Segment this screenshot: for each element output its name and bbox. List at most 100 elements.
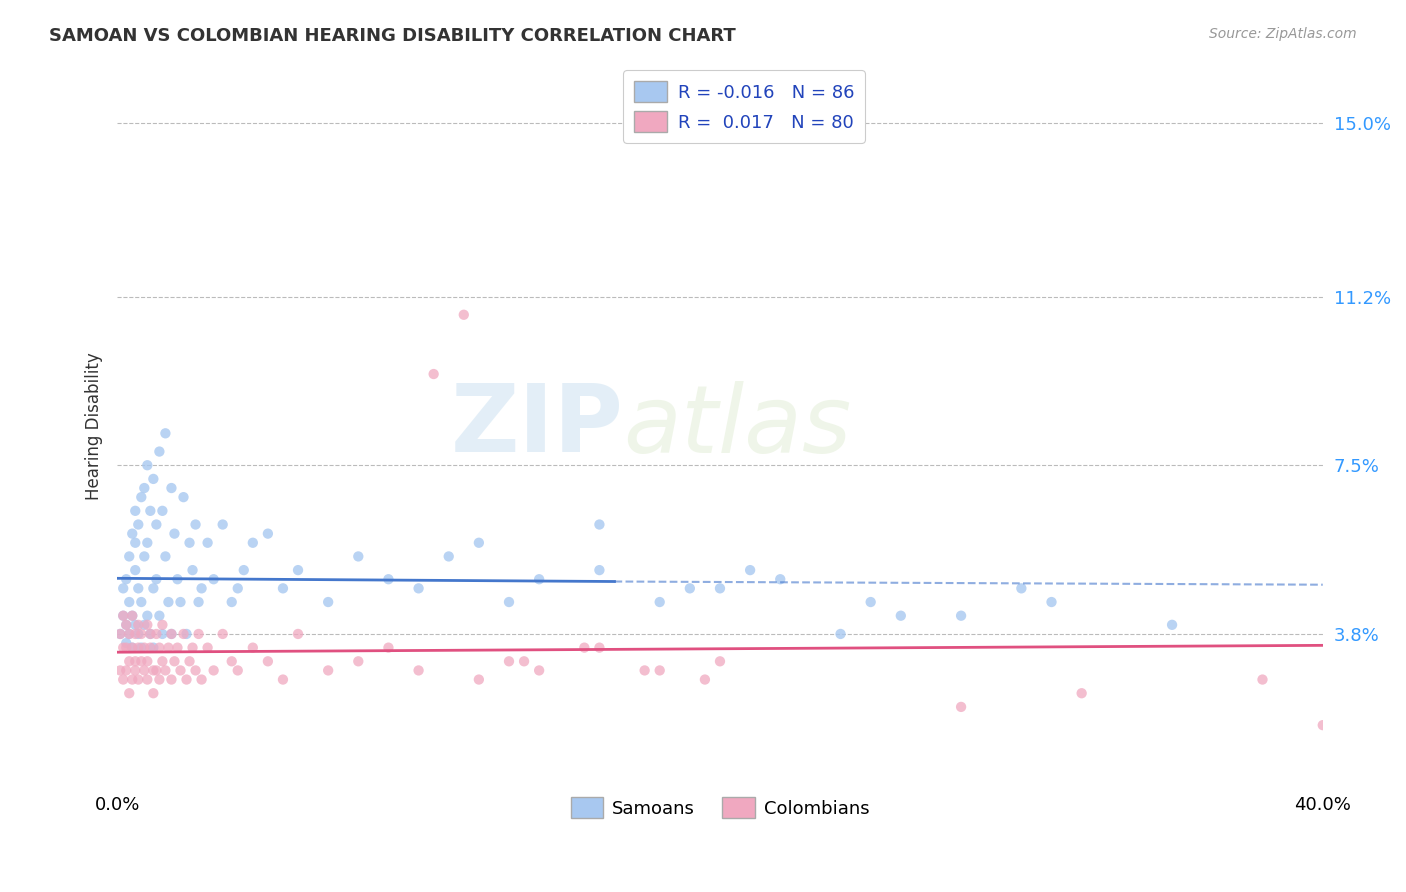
Point bbox=[142, 472, 165, 486]
Point bbox=[242, 640, 264, 655]
Point bbox=[139, 627, 162, 641]
Point bbox=[211, 517, 233, 532]
Point bbox=[115, 617, 138, 632]
Point bbox=[316, 595, 339, 609]
Point bbox=[202, 572, 225, 586]
Point bbox=[197, 640, 219, 655]
Point bbox=[1161, 617, 1184, 632]
Point bbox=[129, 654, 152, 668]
Point bbox=[124, 504, 146, 518]
Point bbox=[271, 673, 294, 687]
Point bbox=[1070, 686, 1092, 700]
Point bbox=[1010, 582, 1032, 596]
Point bbox=[155, 664, 177, 678]
Point bbox=[145, 517, 167, 532]
Point bbox=[145, 627, 167, 641]
Point bbox=[124, 617, 146, 632]
Point bbox=[121, 673, 143, 687]
Point bbox=[160, 673, 183, 687]
Point bbox=[112, 608, 135, 623]
Point bbox=[152, 627, 174, 641]
Point bbox=[129, 627, 152, 641]
Point bbox=[950, 608, 973, 623]
Point bbox=[145, 664, 167, 678]
Point bbox=[136, 673, 159, 687]
Point bbox=[127, 640, 149, 655]
Point bbox=[152, 504, 174, 518]
Point bbox=[271, 582, 294, 596]
Point bbox=[160, 627, 183, 641]
Point bbox=[115, 572, 138, 586]
Point bbox=[152, 654, 174, 668]
Point bbox=[179, 535, 201, 549]
Point bbox=[498, 654, 520, 668]
Point bbox=[157, 595, 180, 609]
Point bbox=[163, 526, 186, 541]
Point bbox=[709, 582, 731, 596]
Point bbox=[574, 640, 596, 655]
Point bbox=[190, 673, 212, 687]
Point bbox=[155, 549, 177, 564]
Point bbox=[163, 654, 186, 668]
Point bbox=[136, 458, 159, 473]
Point bbox=[118, 627, 141, 641]
Point bbox=[124, 664, 146, 678]
Text: Source: ZipAtlas.com: Source: ZipAtlas.com bbox=[1209, 27, 1357, 41]
Point bbox=[169, 664, 191, 678]
Point bbox=[527, 572, 550, 586]
Point bbox=[347, 654, 370, 668]
Point bbox=[136, 608, 159, 623]
Point bbox=[890, 608, 912, 623]
Point bbox=[139, 504, 162, 518]
Point bbox=[121, 608, 143, 623]
Point bbox=[287, 563, 309, 577]
Point bbox=[129, 640, 152, 655]
Point bbox=[134, 664, 156, 678]
Point bbox=[169, 595, 191, 609]
Point bbox=[408, 664, 430, 678]
Point bbox=[513, 654, 536, 668]
Point bbox=[134, 617, 156, 632]
Point bbox=[152, 617, 174, 632]
Point bbox=[859, 595, 882, 609]
Point bbox=[129, 490, 152, 504]
Point bbox=[1251, 673, 1274, 687]
Point bbox=[830, 627, 852, 641]
Point bbox=[221, 595, 243, 609]
Point bbox=[124, 563, 146, 577]
Legend: Samoans, Colombians: Samoans, Colombians bbox=[564, 790, 876, 825]
Text: atlas: atlas bbox=[623, 381, 852, 472]
Point bbox=[121, 608, 143, 623]
Point bbox=[173, 490, 195, 504]
Point bbox=[181, 563, 204, 577]
Point bbox=[468, 535, 491, 549]
Point bbox=[134, 640, 156, 655]
Point bbox=[633, 664, 655, 678]
Point bbox=[118, 627, 141, 641]
Point bbox=[211, 627, 233, 641]
Point bbox=[347, 549, 370, 564]
Point bbox=[148, 640, 170, 655]
Point bbox=[166, 640, 188, 655]
Point bbox=[112, 673, 135, 687]
Point bbox=[124, 654, 146, 668]
Point bbox=[242, 535, 264, 549]
Point bbox=[142, 686, 165, 700]
Point bbox=[112, 608, 135, 623]
Point bbox=[588, 563, 610, 577]
Point bbox=[316, 664, 339, 678]
Point bbox=[134, 481, 156, 495]
Point bbox=[108, 627, 131, 641]
Text: ZIP: ZIP bbox=[451, 381, 623, 473]
Point bbox=[709, 654, 731, 668]
Point bbox=[468, 673, 491, 687]
Point bbox=[257, 654, 280, 668]
Point bbox=[679, 582, 702, 596]
Point bbox=[160, 627, 183, 641]
Point bbox=[437, 549, 460, 564]
Point bbox=[257, 526, 280, 541]
Point bbox=[115, 617, 138, 632]
Point bbox=[127, 582, 149, 596]
Point bbox=[155, 426, 177, 441]
Point bbox=[1040, 595, 1063, 609]
